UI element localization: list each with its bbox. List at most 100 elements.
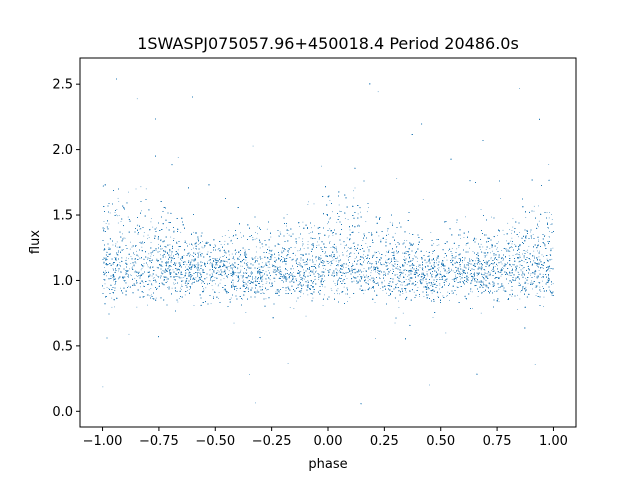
- data-point: [120, 271, 122, 272]
- data-point: [538, 241, 539, 242]
- data-point: [445, 280, 447, 282]
- data-point: [119, 264, 121, 266]
- data-point: [244, 272, 246, 274]
- data-point: [471, 275, 473, 277]
- data-point: [334, 248, 335, 250]
- data-point: [381, 283, 383, 285]
- data-point: [518, 277, 520, 279]
- data-point: [244, 272, 246, 273]
- data-point: [298, 281, 300, 283]
- data-point: [531, 280, 532, 282]
- data-point: [172, 269, 174, 271]
- data-point: [246, 254, 248, 256]
- data-point: [179, 270, 181, 272]
- data-point: [537, 277, 539, 279]
- data-point: [470, 283, 471, 285]
- data-point: [246, 272, 248, 274]
- data-point: [551, 219, 553, 220]
- data-point: [324, 280, 326, 281]
- data-point: [397, 280, 399, 282]
- data-point: [232, 267, 234, 268]
- data-point: [353, 190, 354, 192]
- data-point: [156, 274, 157, 276]
- data-point: [529, 259, 531, 260]
- data-point: [377, 251, 379, 252]
- data-point: [315, 268, 316, 270]
- data-point: [482, 292, 483, 293]
- data-point: [479, 263, 481, 265]
- data-point: [150, 218, 152, 219]
- data-point: [260, 274, 261, 276]
- data-point: [257, 257, 259, 259]
- data-point: [469, 274, 471, 275]
- data-point: [335, 285, 337, 286]
- data-point: [464, 266, 466, 268]
- data-point: [189, 254, 191, 256]
- data-point: [232, 243, 234, 244]
- data-point: [224, 269, 226, 271]
- data-point: [418, 264, 420, 266]
- data-point: [393, 269, 394, 271]
- data-point: [245, 312, 247, 313]
- data-point: [519, 88, 520, 89]
- data-point: [404, 240, 405, 241]
- data-point: [233, 265, 235, 267]
- data-point: [492, 284, 494, 286]
- data-point: [460, 238, 461, 239]
- data-point: [405, 251, 406, 253]
- data-point: [288, 230, 290, 231]
- data-point: [520, 291, 522, 293]
- data-point: [362, 240, 364, 241]
- data-point: [538, 270, 540, 271]
- data-point: [152, 250, 153, 252]
- data-point: [136, 225, 138, 227]
- data-point: [552, 247, 554, 249]
- data-point: [518, 247, 519, 249]
- data-point: [135, 188, 137, 190]
- data-point: [492, 244, 493, 245]
- data-point: [307, 269, 308, 270]
- data-point: [485, 260, 487, 262]
- data-point: [231, 253, 233, 255]
- data-point: [139, 271, 140, 273]
- data-point: [363, 293, 365, 295]
- data-point: [472, 279, 473, 280]
- data-point: [179, 262, 181, 263]
- data-point: [161, 229, 163, 230]
- data-point: [511, 230, 513, 231]
- data-point: [548, 217, 550, 219]
- data-point: [111, 306, 113, 308]
- data-point: [224, 240, 226, 242]
- data-point: [140, 228, 142, 230]
- data-point: [347, 250, 348, 251]
- data-point: [140, 269, 142, 271]
- data-point: [285, 263, 286, 265]
- data-point: [154, 270, 155, 271]
- data-point: [387, 262, 389, 264]
- data-point: [497, 247, 498, 249]
- data-point: [209, 260, 211, 262]
- data-point: [478, 258, 480, 260]
- data-point: [262, 274, 264, 276]
- data-point: [268, 261, 270, 263]
- data-point: [548, 236, 550, 237]
- data-point: [551, 283, 552, 285]
- data-point: [182, 280, 184, 282]
- data-point: [423, 296, 425, 297]
- data-point: [241, 265, 243, 267]
- data-point: [246, 284, 248, 286]
- data-point: [490, 257, 492, 258]
- data-point: [150, 242, 152, 243]
- data-point: [422, 267, 424, 269]
- data-point: [250, 272, 251, 274]
- data-point: [223, 278, 225, 279]
- data-point: [298, 262, 300, 263]
- data-point: [545, 271, 547, 272]
- data-point: [269, 279, 271, 281]
- data-point: [409, 277, 411, 279]
- data-point: [316, 245, 318, 246]
- data-point: [539, 250, 541, 252]
- data-point: [196, 281, 198, 282]
- data-point: [533, 210, 535, 212]
- data-point: [125, 270, 126, 272]
